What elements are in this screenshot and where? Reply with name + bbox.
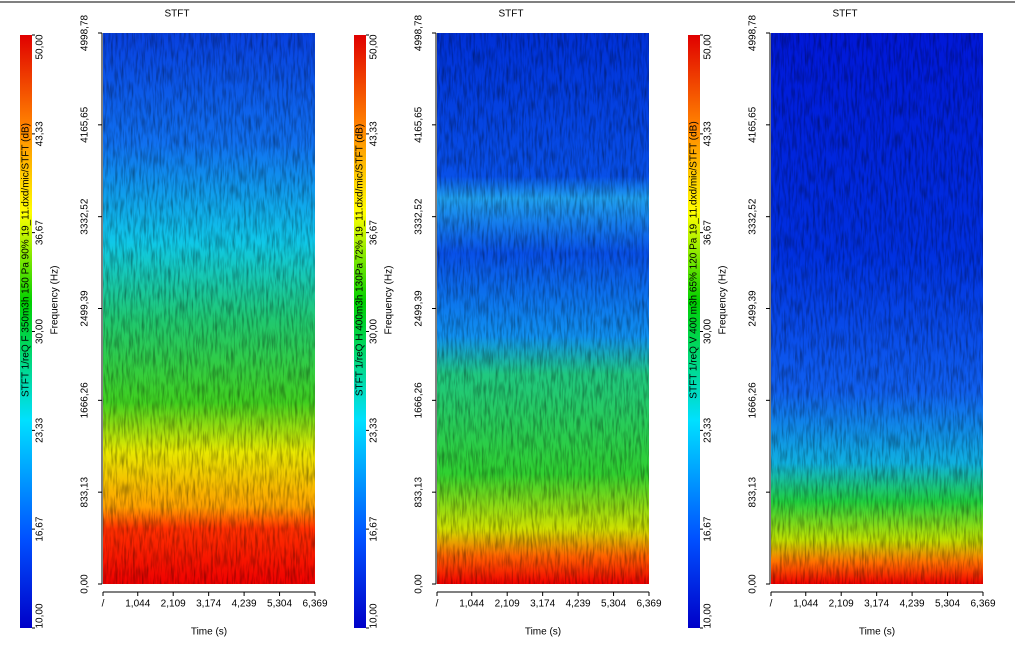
x-tick-label: 1,044 [459,599,484,610]
y-axis-label: Frequency (Hz) [384,266,395,335]
chart-title: STFT [165,9,190,20]
spectrogram-texture [437,33,649,584]
colorbar-tick-label: 50,00 [35,34,46,59]
x-axis-label: Time (s) [191,627,227,638]
chart-title: STFT [499,9,524,20]
x-tick-label: 4,239 [566,599,591,610]
colorbar-tick-label: 43,33 [35,121,46,146]
y-axis-label: Frequency (Hz) [718,266,729,335]
y-tick-label: 4165,65 [414,106,425,143]
colorbar-tick-label: 36,67 [35,220,46,245]
colorbar-tick-label: 30,00 [35,319,46,344]
y-tick-label: 4165,65 [80,106,91,143]
x-tick-label: 5,304 [601,599,626,610]
x-tick-label: 6,369 [302,599,327,610]
colorbar-tick-label: 16,67 [35,516,46,541]
x-tick-label: 6,369 [970,599,995,610]
y-tick-label: 1666,26 [414,382,425,419]
spectrogram-texture [771,33,983,584]
colorbar-tick-label: 23,33 [703,417,714,442]
y-tick-label: 4998,78 [414,14,425,51]
y-tick-label: 2499,39 [748,290,759,327]
colorbar-tick-label: 10,00 [369,603,380,628]
chart-title: STFT [833,9,858,20]
colorbar-tick-label: 16,67 [369,516,380,541]
colorbar-label: STFT 1/reQ F 350m3h 150 Pa 90% 19_11.dxd… [21,123,32,397]
x-tick-label: 2,109 [495,599,520,610]
colorbar-tick-label: 36,67 [703,220,714,245]
x-tick-label: 5,304 [935,599,960,610]
colorbar-tick-label: 36,67 [369,220,380,245]
y-tick-label: 4165,65 [748,106,759,143]
y-tick-label: 833,13 [748,476,759,507]
colorbar-tick-label: 10,00 [35,603,46,628]
colorbar-label: STFT 1/reQ V 400 m3h 65% 120 Pa 19_11.dx… [689,121,700,398]
x-tick-label: 4,239 [900,599,925,610]
colorbar-tick-label: 43,33 [369,121,380,146]
colorbar-tick-label: 23,33 [35,417,46,442]
y-tick-label: 3332,52 [748,198,759,235]
x-tick-label: 3,174 [196,599,221,610]
x-tick-label: 1,044 [125,599,150,610]
x-tick-label: 5,304 [267,599,292,610]
y-tick-label: 0,00 [748,574,759,594]
colorbar-tick-label: 50,00 [703,34,714,59]
y-tick-label: 4998,78 [748,14,759,51]
colorbar-tick-label: 23,33 [369,417,380,442]
x-tick-label: 3,174 [864,599,889,610]
colorbar-tick-label: 30,00 [369,319,380,344]
y-tick-label: 0,00 [80,574,91,594]
colorbar [688,35,700,628]
colorbar-tick-label: 16,67 [703,516,714,541]
y-tick-label: 3332,52 [414,198,425,235]
y-tick-label: 0,00 [414,574,425,594]
colorbar-tick-label: 43,33 [703,121,714,146]
y-tick-label: 4998,78 [80,14,91,51]
x-tick-label: / [436,599,439,610]
y-tick-label: 3332,52 [80,198,91,235]
x-axis-label: Time (s) [859,627,895,638]
spectrogram-texture [103,33,315,584]
y-tick-label: 833,13 [80,476,91,507]
x-tick-label: / [102,599,105,610]
x-tick-label: 6,369 [636,599,661,610]
x-tick-label: / [770,599,773,610]
y-tick-label: 1666,26 [80,382,91,419]
x-axis-label: Time (s) [525,627,561,638]
colorbar-tick-label: 50,00 [369,34,380,59]
x-tick-label: 3,174 [530,599,555,610]
y-tick-label: 2499,39 [80,290,91,327]
x-tick-label: 2,109 [829,599,854,610]
colorbar [20,35,32,628]
colorbar-tick-label: 10,00 [703,603,714,628]
y-axis-label: Frequency (Hz) [50,266,61,335]
y-tick-label: 2499,39 [414,290,425,327]
x-tick-label: 4,239 [232,599,257,610]
y-tick-label: 833,13 [414,476,425,507]
colorbar-label: STFT 1/reQ H 400m3h 130Pa 72% 19_11.dxd/… [355,124,366,396]
y-tick-label: 1666,26 [748,382,759,419]
colorbar-tick-label: 30,00 [703,319,714,344]
colorbar [354,35,366,628]
x-tick-label: 2,109 [161,599,186,610]
x-tick-label: 1,044 [793,599,818,610]
